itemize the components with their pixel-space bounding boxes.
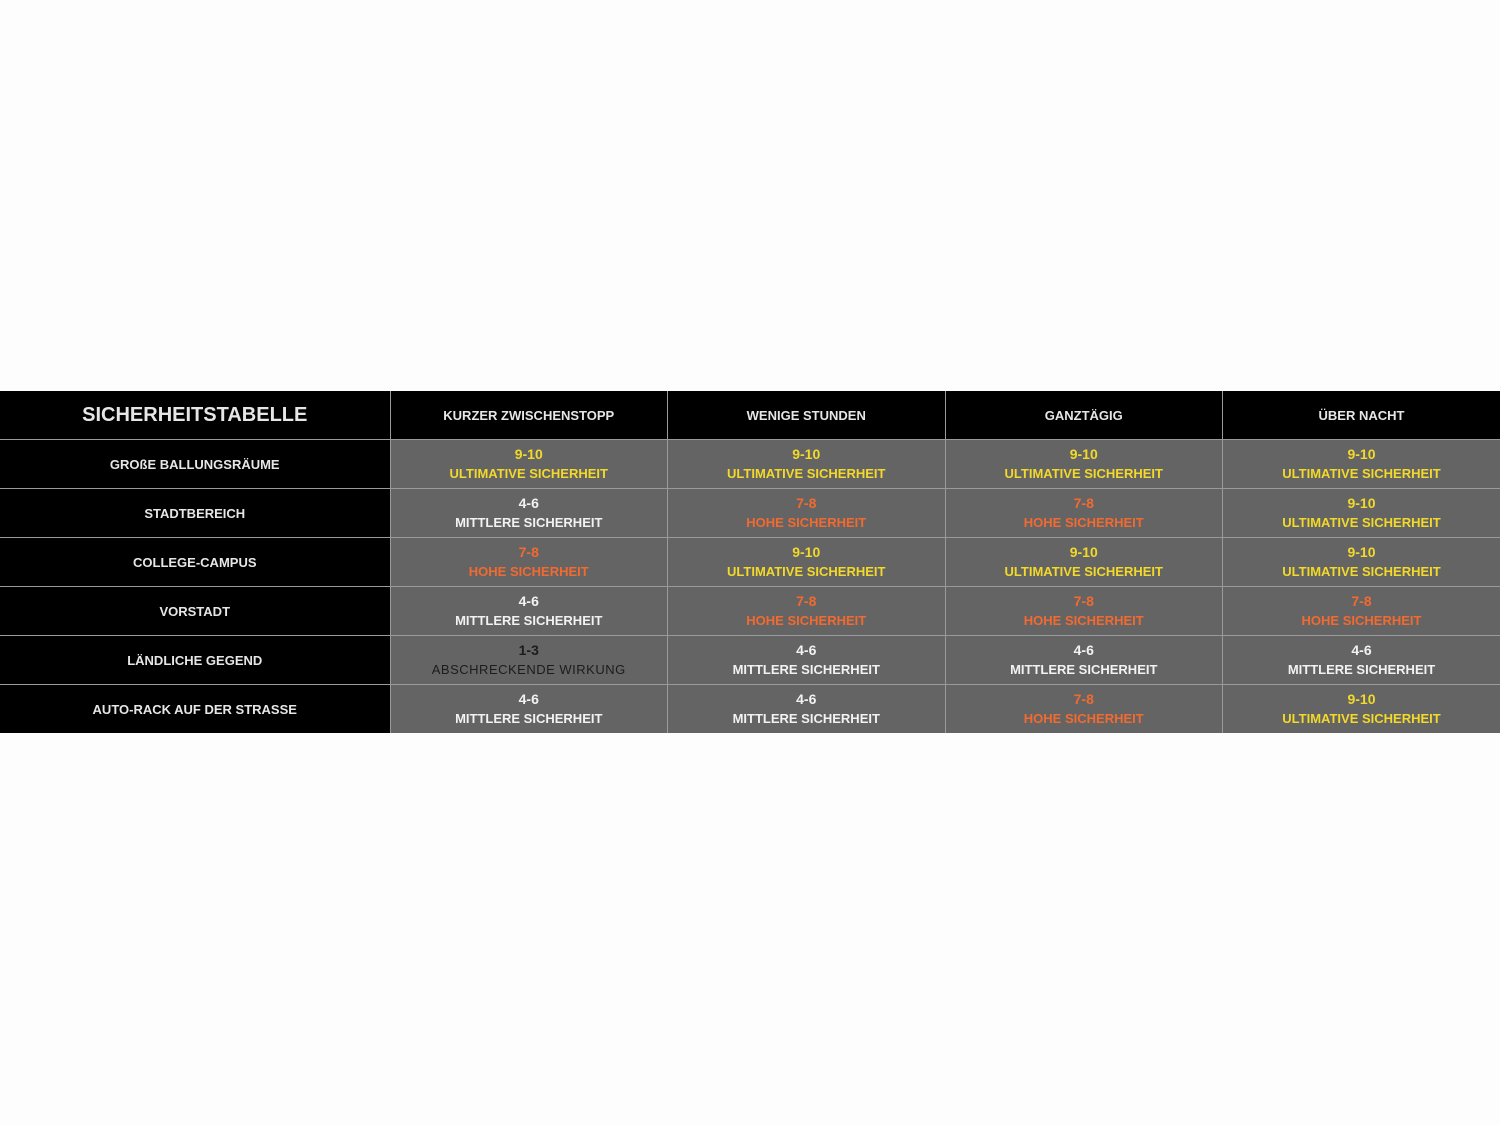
rating-cell: 7-8 HOHE SICHERHEIT xyxy=(667,488,945,538)
table-row: STADTBEREICH 4-6 MITTLERE SICHERHEIT 7-8 HOH… xyxy=(0,488,1500,538)
rating-cell: 9-10 ULTIMATIVE SICHERHEIT xyxy=(1222,684,1500,733)
rating-label: ULTIMATIVE SICHERHEIT xyxy=(1282,564,1441,579)
column-header: KURZER ZWISCHENSTOPP xyxy=(389,391,668,440)
row-label: COLLEGE-CAMPUS xyxy=(0,537,390,587)
rating-label: MITTLERE SICHERHEIT xyxy=(732,711,880,726)
rating-score: 4-6 xyxy=(1073,642,1094,658)
rating-label: MITTLERE SICHERHEIT xyxy=(1287,662,1436,677)
rating-cell: 1-3 ABSCHRECKENDE WIRKUNG xyxy=(389,635,668,685)
header-row: SICHERHEITSTABELLE KURZER ZWISCHENSTOPP W… xyxy=(0,391,1500,440)
rating-cell: 4-6 MITTLERE SICHERHEIT xyxy=(667,684,945,733)
rating-label: HOHE SICHERHEIT xyxy=(746,515,867,530)
rating-label: MITTLERE SICHERHEIT xyxy=(732,662,880,677)
rating-label: ULTIMATIVE SICHERHEIT xyxy=(727,466,886,481)
rating-label: MITTLERE SICHERHEIT xyxy=(455,711,603,726)
rating-label: ULTIMATIVE SICHERHEIT xyxy=(1004,564,1163,579)
rating-score: 4-6 xyxy=(796,642,817,658)
rating-cell: 7-8 HOHE SICHERHEIT xyxy=(944,684,1223,733)
rating-label: HOHE SICHERHEIT xyxy=(468,564,589,579)
rating-cell: 9-10 ULTIMATIVE SICHERHEIT xyxy=(944,537,1223,587)
rating-label: ABSCHRECKENDE WIRKUNG xyxy=(431,662,626,677)
rating-score: 7-8 xyxy=(1073,495,1094,511)
rating-score: 9-10 xyxy=(792,446,821,462)
rating-cell: 4-6 MITTLERE SICHERHEIT xyxy=(389,586,668,636)
rating-score: 7-8 xyxy=(518,544,539,560)
rating-score: 9-10 xyxy=(792,544,821,560)
rating-score: 7-8 xyxy=(1073,593,1094,609)
rating-label: MITTLERE SICHERHEIT xyxy=(455,613,603,628)
rating-score: 7-8 xyxy=(796,495,817,511)
row-label: VORSTADT xyxy=(0,586,390,636)
rating-cell: 7-8 HOHE SICHERHEIT xyxy=(1222,586,1500,636)
row-label: GROßE BALLUNGSRÄUME xyxy=(0,439,390,489)
rating-score: 4-6 xyxy=(518,691,539,707)
rating-label: ULTIMATIVE SICHERHEIT xyxy=(1282,466,1441,481)
rating-score: 9-10 xyxy=(1347,495,1376,511)
rating-score: 7-8 xyxy=(1351,593,1372,609)
rating-score: 9-10 xyxy=(1069,446,1098,462)
rating-score: 9-10 xyxy=(1347,544,1376,560)
column-header: ÜBER NACHT xyxy=(1222,391,1500,440)
rating-score: 9-10 xyxy=(1069,544,1098,560)
rating-score: 4-6 xyxy=(518,593,539,609)
row-label: AUTO-RACK AUF DER STRASSE xyxy=(0,684,390,733)
table-row: LÄNDLICHE GEGEND 1-3 ABSCHRECKENDE WIRKUNG… xyxy=(0,635,1500,685)
row-label: LÄNDLICHE GEGEND xyxy=(0,635,390,685)
rating-score: 9-10 xyxy=(1347,446,1376,462)
rating-label: ULTIMATIVE SICHERHEIT xyxy=(727,564,886,579)
column-header: GANZTÄGIG xyxy=(944,391,1223,440)
rating-label: HOHE SICHERHEIT xyxy=(746,613,867,628)
rating-label: HOHE SICHERHEIT xyxy=(1301,613,1422,628)
rating-cell: 9-10 ULTIMATIVE SICHERHEIT xyxy=(944,439,1223,489)
rating-label: HOHE SICHERHEIT xyxy=(1023,515,1144,530)
table-row: AUTO-RACK AUF DER STRASSE 4-6 MITTLERE SIC… xyxy=(0,684,1500,733)
rating-score: 9-10 xyxy=(1347,691,1376,707)
rating-score: 7-8 xyxy=(796,593,817,609)
rating-cell: 7-8 HOHE SICHERHEIT xyxy=(944,586,1223,636)
rating-label: ULTIMATIVE SICHERHEIT xyxy=(1282,515,1441,530)
rating-cell: 9-10 ULTIMATIVE SICHERHEIT xyxy=(667,439,945,489)
rating-score: 4-6 xyxy=(1351,642,1372,658)
table-body: GROßE BALLUNGSRÄUME 9-10 ULTIMATIVE SICHER… xyxy=(0,439,1500,733)
rating-cell: 4-6 MITTLERE SICHERHEIT xyxy=(389,684,668,733)
rating-label: ULTIMATIVE SICHERHEIT xyxy=(1282,711,1441,726)
table-title: SICHERHEITSTABELLE xyxy=(0,391,390,440)
rating-label: ULTIMATIVE SICHERHEIT xyxy=(1004,466,1163,481)
rating-cell: 9-10 ULTIMATIVE SICHERHEIT xyxy=(1222,537,1500,587)
rating-cell: 9-10 ULTIMATIVE SICHERHEIT xyxy=(667,537,945,587)
rating-score: 1-3 xyxy=(518,642,539,658)
table-row: VORSTADT 4-6 MITTLERE SICHERHEIT 7-8 HOHE SI… xyxy=(0,586,1500,636)
rating-cell: 7-8 HOHE SICHERHEIT xyxy=(389,537,668,587)
rating-cell: 4-6 MITTLERE SICHERHEIT xyxy=(944,635,1223,685)
rating-cell: 4-6 MITTLERE SICHERHEIT xyxy=(389,488,668,538)
rating-score: 4-6 xyxy=(796,691,817,707)
rating-cell: 9-10 ULTIMATIVE SICHERHEIT xyxy=(1222,488,1500,538)
rating-label: MITTLERE SICHERHEIT xyxy=(455,515,603,530)
rating-cell: 7-8 HOHE SICHERHEIT xyxy=(667,586,945,636)
rating-score: 4-6 xyxy=(518,495,539,511)
rating-cell: 9-10 ULTIMATIVE SICHERHEIT xyxy=(389,439,668,489)
rating-label: ULTIMATIVE SICHERHEIT xyxy=(449,466,608,481)
rating-cell: 4-6 MITTLERE SICHERHEIT xyxy=(1222,635,1500,685)
rating-label: HOHE SICHERHEIT xyxy=(1023,711,1144,726)
table-row: COLLEGE-CAMPUS 7-8 HOHE SICHERHEIT 9-10 ULTI… xyxy=(0,537,1500,587)
security-table: SICHERHEITSTABELLE KURZER ZWISCHENSTOPP W… xyxy=(0,391,1500,733)
rating-cell: 4-6 MITTLERE SICHERHEIT xyxy=(667,635,945,685)
table-row: GROßE BALLUNGSRÄUME 9-10 ULTIMATIVE SICHER… xyxy=(0,439,1500,489)
rating-label: HOHE SICHERHEIT xyxy=(1023,613,1144,628)
column-header: WENIGE STUNDEN xyxy=(667,391,945,440)
rating-cell: 7-8 HOHE SICHERHEIT xyxy=(944,488,1223,538)
rating-label: MITTLERE SICHERHEIT xyxy=(1010,662,1158,677)
rating-score: 9-10 xyxy=(514,446,543,462)
rating-cell: 9-10 ULTIMATIVE SICHERHEIT xyxy=(1222,439,1500,489)
rating-score: 7-8 xyxy=(1073,691,1094,707)
row-label: STADTBEREICH xyxy=(0,488,390,538)
